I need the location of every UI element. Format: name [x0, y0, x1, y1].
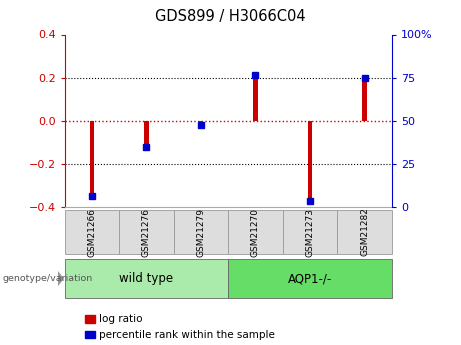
Text: wild type: wild type [119, 272, 173, 285]
Bar [362, 78, 367, 121]
Text: genotype/variation: genotype/variation [2, 274, 93, 283]
Bar [199, 121, 203, 125]
Text: GSM21273: GSM21273 [306, 207, 314, 257]
Polygon shape [58, 272, 63, 286]
Bar [253, 76, 258, 121]
Text: GSM21282: GSM21282 [360, 208, 369, 256]
Bar [308, 121, 312, 200]
Text: percentile rank within the sample: percentile rank within the sample [99, 330, 275, 339]
Text: GSM21279: GSM21279 [196, 207, 206, 257]
Text: GDS899 / H3066C04: GDS899 / H3066C04 [155, 9, 306, 23]
Text: AQP1-/-: AQP1-/- [288, 272, 332, 285]
Text: GSM21270: GSM21270 [251, 207, 260, 257]
Bar [144, 121, 148, 147]
Text: GSM21266: GSM21266 [87, 207, 96, 257]
Bar [89, 121, 94, 196]
Text: log ratio: log ratio [99, 314, 142, 324]
Text: GSM21276: GSM21276 [142, 207, 151, 257]
